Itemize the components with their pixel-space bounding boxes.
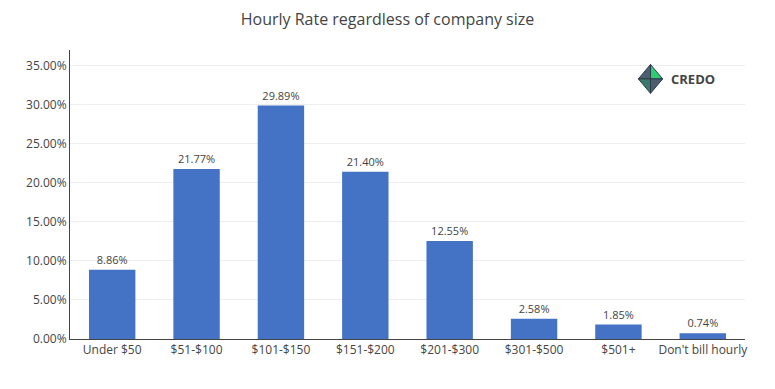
- svg-text:12.55%: 12.55%: [431, 223, 468, 238]
- svg-text:20.00%: 20.00%: [26, 174, 67, 191]
- svg-text:$201-$300: $201-$300: [420, 341, 479, 358]
- svg-text:$301-$500: $301-$500: [505, 341, 564, 358]
- svg-text:0.00%: 0.00%: [33, 330, 67, 347]
- svg-text:Under $50: Under $50: [83, 341, 142, 358]
- svg-text:$501+: $501+: [601, 341, 635, 358]
- svg-text:1.85%: 1.85%: [603, 307, 634, 322]
- svg-text:Hourly Rate regardless of comp: Hourly Rate regardless of company size: [241, 8, 535, 30]
- svg-text:30.00%: 30.00%: [26, 96, 67, 113]
- svg-text:Don't bill hourly: Don't bill hourly: [658, 341, 748, 358]
- svg-text:15.00%: 15.00%: [26, 213, 67, 230]
- svg-text:10.00%: 10.00%: [26, 252, 67, 269]
- svg-text:$151-$200: $151-$200: [336, 341, 395, 358]
- svg-text:$51-$100: $51-$100: [171, 341, 223, 358]
- svg-text:$101-$150: $101-$150: [252, 341, 311, 358]
- svg-text:8.86%: 8.86%: [97, 252, 128, 267]
- svg-text:2.58%: 2.58%: [519, 301, 550, 316]
- svg-text:CREDO: CREDO: [671, 70, 715, 88]
- svg-text:21.77%: 21.77%: [178, 151, 215, 166]
- svg-text:0.74%: 0.74%: [687, 315, 718, 330]
- svg-text:29.89%: 29.89%: [262, 88, 299, 103]
- svg-text:35.00%: 35.00%: [26, 57, 67, 74]
- svg-text:25.00%: 25.00%: [26, 135, 67, 152]
- svg-text:21.40%: 21.40%: [347, 154, 384, 169]
- svg-text:5.00%: 5.00%: [33, 291, 67, 308]
